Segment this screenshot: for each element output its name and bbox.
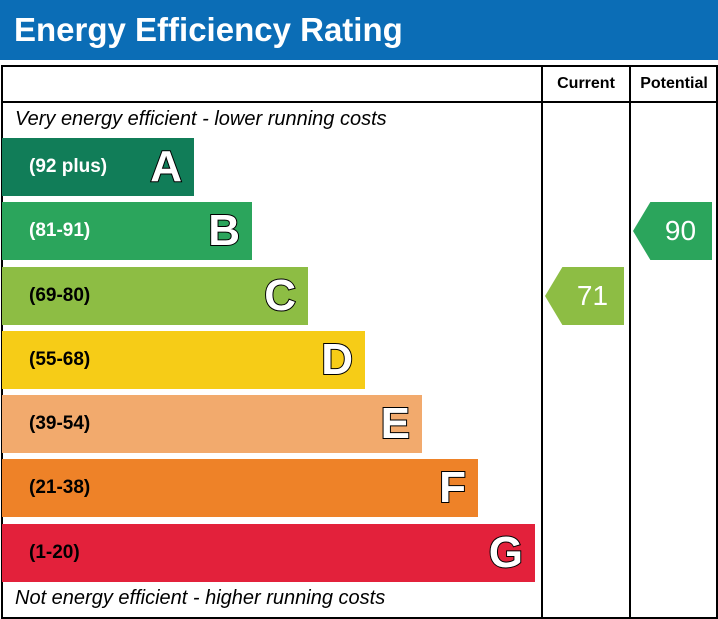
column-divider (629, 65, 631, 619)
current-rating-arrow: 71 (545, 267, 624, 325)
potential-column-header: Potential (640, 75, 708, 92)
band-a: (92 plus) A (2, 138, 194, 196)
current-column-header: Current (557, 75, 615, 92)
header-divider (1, 101, 718, 103)
band-range-label: (69-80) (29, 285, 91, 306)
band-letter: A (149, 141, 183, 192)
band-letter: G (488, 527, 524, 578)
band-letter: E (380, 398, 411, 449)
band-letter: D (320, 334, 354, 385)
bottom-note: Not energy efficient - higher running co… (15, 587, 386, 609)
band-letter: F (438, 462, 467, 513)
column-divider (541, 65, 543, 619)
band-g: (1-20) G (2, 524, 535, 582)
band-range-label: (92 plus) (29, 156, 108, 177)
band-letter: B (207, 205, 241, 256)
band-range-label: (81-91) (29, 220, 91, 241)
band-c: (69-80) C (2, 267, 308, 325)
chart-title: Energy Efficiency Rating (0, 0, 718, 60)
band-range-label: (1-20) (29, 542, 80, 563)
band-range-label: (55-68) (29, 349, 91, 370)
band-b: (81-91) B (2, 202, 252, 260)
band-f: (21-38) F (2, 459, 478, 517)
band-e: (39-54) E (2, 395, 422, 453)
potential-rating-arrow: 90 (633, 202, 712, 260)
band-range-label: (39-54) (29, 413, 91, 434)
top-note: Very energy efficient - lower running co… (15, 108, 387, 130)
band-letter: C (263, 270, 297, 321)
band-d: (55-68) D (2, 331, 365, 389)
band-range-label: (21-38) (29, 477, 91, 498)
